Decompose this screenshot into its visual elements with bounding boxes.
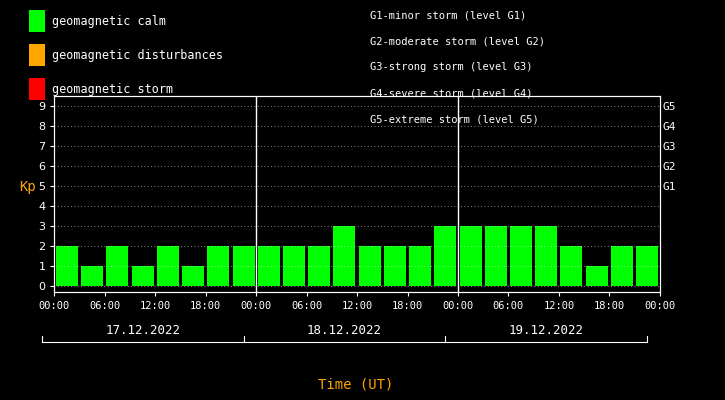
Text: Time (UT): Time (UT) xyxy=(318,378,393,392)
Bar xyxy=(207,246,229,286)
Text: G3-strong storm (level G3): G3-strong storm (level G3) xyxy=(370,62,532,72)
Bar xyxy=(560,246,582,286)
Bar xyxy=(157,246,179,286)
Bar xyxy=(636,246,658,286)
Text: G5-extreme storm (level G5): G5-extreme storm (level G5) xyxy=(370,114,539,124)
Text: G1-minor storm (level G1): G1-minor storm (level G1) xyxy=(370,10,526,20)
Bar xyxy=(233,246,254,286)
Bar xyxy=(182,266,204,286)
Text: 18.12.2022: 18.12.2022 xyxy=(307,324,382,336)
Text: geomagnetic storm: geomagnetic storm xyxy=(52,82,173,96)
Text: G4-severe storm (level G4): G4-severe storm (level G4) xyxy=(370,88,532,98)
Text: geomagnetic disturbances: geomagnetic disturbances xyxy=(52,48,223,62)
Y-axis label: Kp: Kp xyxy=(19,180,36,194)
Bar xyxy=(611,246,633,286)
Bar xyxy=(56,246,78,286)
Text: 19.12.2022: 19.12.2022 xyxy=(509,324,584,336)
Bar xyxy=(308,246,330,286)
Bar xyxy=(460,226,481,286)
Bar xyxy=(258,246,280,286)
Bar xyxy=(409,246,431,286)
Text: G2-moderate storm (level G2): G2-moderate storm (level G2) xyxy=(370,36,544,46)
Bar xyxy=(510,226,532,286)
Bar xyxy=(535,226,558,286)
Bar xyxy=(334,226,355,286)
Bar xyxy=(384,246,406,286)
Bar xyxy=(107,246,128,286)
Bar xyxy=(283,246,305,286)
Text: 17.12.2022: 17.12.2022 xyxy=(105,324,180,336)
Text: geomagnetic calm: geomagnetic calm xyxy=(52,14,166,28)
Bar xyxy=(485,226,507,286)
Bar xyxy=(359,246,381,286)
Bar xyxy=(132,266,154,286)
Bar xyxy=(434,226,456,286)
Bar xyxy=(586,266,608,286)
Bar xyxy=(81,266,103,286)
